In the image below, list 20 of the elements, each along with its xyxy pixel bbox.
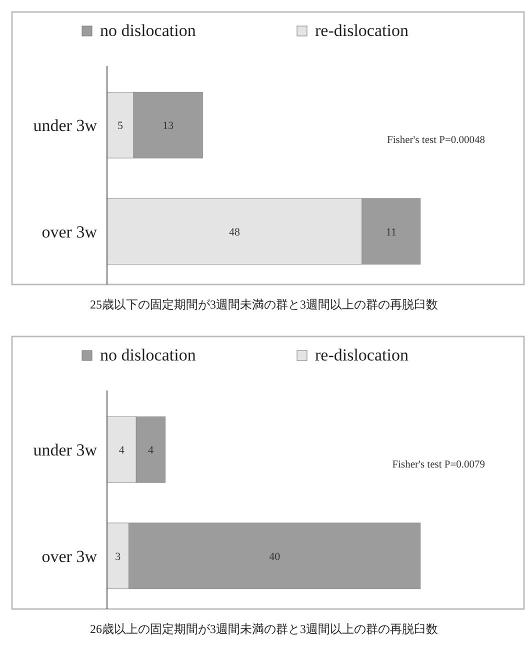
- y-tick-label: over 3w: [42, 222, 98, 242]
- data-label: 5: [118, 120, 124, 132]
- text: 26歳以上の固定期間が3週間未満の群と3週間以上の群の再脱臼数: [90, 622, 438, 636]
- data-label: 4: [148, 444, 154, 457]
- data-label: 48: [228, 226, 240, 238]
- legend-label: no dislocation: [100, 346, 196, 364]
- y-tick-label: under 3w: [33, 116, 98, 136]
- legend-label: re-dislocation: [315, 21, 409, 40]
- data-label: 11: [386, 226, 396, 238]
- legend-label: no dislocation: [100, 21, 196, 40]
- data-label: 40: [269, 550, 281, 563]
- text: 25歳以下の固定期間が3週間未満の群と3週間以上の群の再脱臼数: [90, 298, 438, 312]
- legend-label: re-dislocation: [315, 346, 409, 364]
- annotation: Fisher's test P=0.00048: [387, 135, 485, 146]
- y-tick-label: under 3w: [33, 440, 98, 460]
- data-label: 13: [162, 120, 174, 132]
- data-label: 4: [118, 444, 125, 457]
- data-label: 3: [115, 550, 122, 563]
- annotation: Fisher's test P=0.0079: [392, 460, 485, 470]
- y-tick-label: over 3w: [42, 546, 98, 566]
